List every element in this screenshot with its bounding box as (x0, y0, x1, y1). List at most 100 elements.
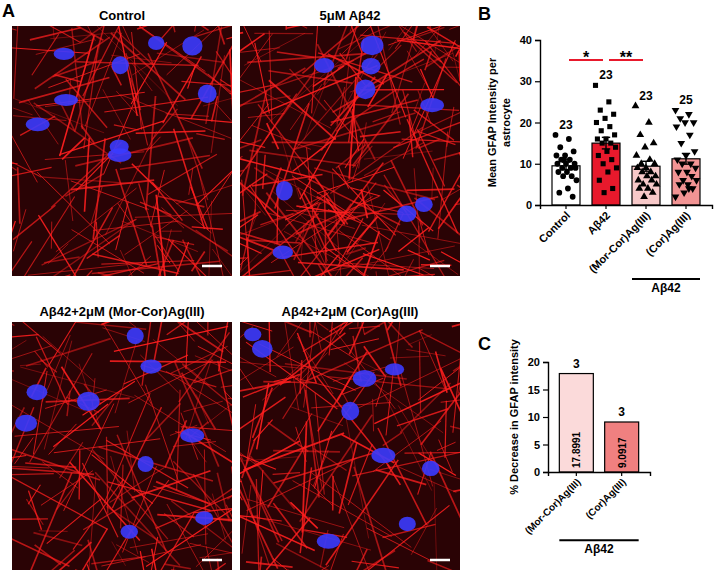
data-point (640, 192, 648, 199)
y-tick-label: 5 (534, 439, 540, 451)
data-point (554, 153, 560, 159)
filament (249, 185, 273, 221)
filament (352, 141, 366, 183)
filament (226, 26, 232, 39)
filament (78, 450, 80, 499)
nucleus (27, 384, 48, 400)
data-label: 9.0917 (617, 437, 628, 468)
data-point (606, 99, 611, 104)
filament (62, 138, 85, 159)
filament (178, 118, 232, 127)
filament (153, 206, 228, 251)
filament (161, 231, 181, 232)
y-tick-label: 40 (520, 34, 532, 46)
filament (104, 97, 208, 112)
filament (12, 26, 16, 30)
filament (339, 230, 425, 276)
filament (419, 330, 445, 388)
data-point (681, 120, 689, 127)
filament (254, 33, 313, 34)
nucleus (314, 58, 334, 73)
filament (438, 141, 460, 229)
error-bar-stem (605, 137, 606, 149)
micrograph (12, 322, 232, 570)
nucleus (420, 98, 444, 112)
y-axis-title: Mean GFAP Intensity perastrocyte (486, 57, 512, 187)
data-point (672, 195, 680, 202)
data-point (648, 176, 656, 183)
x-tick-label: (Mor-Cor)Ag(III) (523, 476, 583, 536)
filament (293, 481, 392, 537)
filament (12, 363, 86, 412)
filament (258, 26, 307, 28)
filament (273, 558, 293, 570)
filament (332, 474, 377, 570)
y-tick: 0 (534, 466, 548, 478)
filament (35, 351, 48, 367)
y-tick-mark (535, 40, 540, 41)
filament (378, 428, 427, 525)
data-point (599, 128, 604, 133)
n-label: 25 (679, 93, 693, 107)
filament (407, 189, 455, 190)
x-tick-label: (Cor)Ag(III) (583, 476, 628, 521)
filament (72, 230, 144, 274)
error-bar-cap (642, 170, 650, 171)
y-tick-label: 15 (528, 384, 540, 396)
filament (391, 160, 423, 225)
filament (50, 32, 116, 38)
filament (421, 343, 460, 445)
filament (453, 322, 460, 433)
micrograph-background (12, 322, 232, 570)
filament (348, 444, 372, 505)
filament (250, 456, 294, 509)
filament (292, 176, 390, 240)
filament (195, 26, 215, 32)
filament (242, 90, 266, 195)
x-tick-mark (605, 205, 606, 209)
y-tick-label: 30 (520, 75, 532, 87)
plot-marks (559, 374, 638, 472)
nucleus (77, 392, 99, 411)
y-tick: 5 (534, 439, 548, 451)
x-tick: Aβ42 (585, 205, 613, 237)
filament (87, 235, 120, 258)
data-point (574, 177, 580, 183)
filament (230, 88, 232, 93)
filament (56, 474, 84, 510)
filament (363, 254, 424, 275)
filament (451, 45, 460, 119)
filament (286, 210, 411, 214)
filament (360, 132, 401, 137)
filament (328, 26, 362, 53)
filament (432, 168, 433, 199)
nucleus (355, 79, 375, 99)
filament (192, 252, 205, 272)
filament (398, 227, 429, 251)
data-point (692, 166, 700, 173)
filament (12, 474, 54, 477)
filament (14, 26, 18, 99)
filament (300, 322, 322, 351)
filament (376, 271, 380, 276)
filament (384, 395, 431, 491)
filament (117, 435, 166, 552)
filament (140, 355, 178, 393)
data-point (639, 180, 647, 187)
data-point (653, 180, 661, 187)
nucleus (180, 428, 204, 442)
filament (12, 518, 48, 520)
y-tick-mark (535, 122, 540, 123)
filament (83, 26, 142, 96)
filament (64, 207, 112, 276)
data-point (651, 159, 659, 166)
filament (218, 361, 232, 461)
filament (332, 476, 334, 511)
filament (220, 79, 232, 135)
filament (417, 129, 444, 186)
filament (156, 482, 210, 505)
filament (420, 69, 434, 100)
filament (188, 66, 195, 89)
x-tick-label: (Mor-Cor)Ag(III) (586, 209, 652, 275)
y-axis-title: % Decrease in GFAP intensity (508, 338, 520, 495)
